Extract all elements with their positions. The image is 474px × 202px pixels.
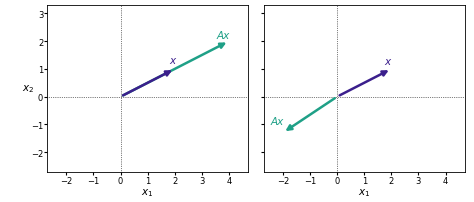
X-axis label: $x_1$: $x_1$: [358, 186, 371, 198]
Y-axis label: $x_2$: $x_2$: [22, 83, 34, 95]
Text: Ax: Ax: [217, 31, 230, 41]
Text: Ax: Ax: [271, 116, 284, 126]
Text: x: x: [384, 57, 391, 67]
X-axis label: $x_1$: $x_1$: [141, 186, 154, 198]
Text: x: x: [169, 56, 175, 65]
